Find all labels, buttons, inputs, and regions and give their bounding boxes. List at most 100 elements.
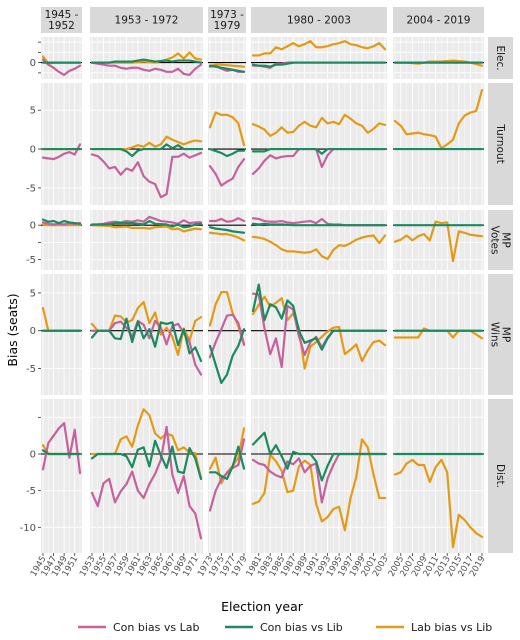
- panel: [41, 210, 82, 270]
- series-line-con-bias-vs-lab: [208, 438, 246, 512]
- row-strip-label: Dist.: [494, 464, 506, 488]
- panel: [41, 83, 82, 205]
- series-line-lab-bias-vs-lib: [251, 234, 387, 261]
- series-line-lab-bias-vs-lib: [90, 135, 203, 151]
- panel: [208, 274, 246, 395]
- column-strip-label: 1980 - 2003: [287, 15, 351, 27]
- series-line-con-bias-vs-lib: [251, 431, 387, 482]
- panel-bg: [41, 37, 82, 79]
- series-line-con-bias-vs-lib: [41, 218, 82, 225]
- y-tick-label: 0: [30, 450, 36, 461]
- series-line-con-bias-vs-lib: [251, 283, 387, 351]
- panel: [90, 399, 203, 553]
- panel: [41, 37, 82, 79]
- column-strip-bg: [41, 7, 82, 33]
- column-strip-bg: [251, 7, 387, 33]
- panel: [251, 399, 387, 553]
- panel: [90, 274, 203, 395]
- panel: [393, 37, 484, 79]
- y-axis-title: Bias (seats): [5, 293, 20, 366]
- column-strip-label: 1952: [48, 20, 75, 32]
- series-line-con-bias-vs-lab: [208, 158, 246, 187]
- series-line-con-bias-vs-lib: [208, 64, 246, 73]
- row-strip-label: MP: [499, 327, 511, 342]
- series-line-con-bias-vs-lib: [90, 143, 203, 158]
- panel-bg: [41, 399, 82, 553]
- series-line-con-bias-vs-lab: [41, 422, 82, 475]
- panel-bg: [41, 83, 82, 205]
- column-strip-label: 1979: [214, 20, 241, 32]
- series-line-con-bias-vs-lib: [90, 58, 203, 64]
- series-line-con-bias-vs-lib: [208, 445, 246, 481]
- panel: [208, 37, 246, 79]
- column-strip-bg: [90, 7, 203, 33]
- series-line-con-bias-vs-lab: [251, 147, 387, 176]
- column-strips: 1945 -1952 1953 - 1972 1973 -1979 1980 - 20…: [41, 7, 484, 33]
- row-strip-label-group: Dist.: [494, 464, 506, 488]
- row-strip-label-group: Turnout: [494, 123, 506, 163]
- x-axis-ticks: 1945194719491951195319551957195919611963…: [29, 553, 488, 578]
- y-tick-label: 0: [30, 326, 36, 337]
- series-line-lab-bias-vs-lib: [251, 438, 387, 532]
- series-line-lab-bias-vs-lib: [393, 220, 484, 263]
- row-strip-label: Elec.: [494, 45, 506, 70]
- row-strip-bg: [488, 83, 513, 205]
- series-line-con-bias-vs-lib: [90, 439, 203, 481]
- column-strip-bg: [393, 7, 484, 33]
- row-strip-label-group: Elec.: [494, 45, 506, 70]
- panel: [251, 83, 387, 205]
- series-line-con-bias-vs-lib: [90, 317, 203, 363]
- legend-label: Con bias vs Lab: [113, 621, 199, 634]
- panel: [393, 83, 484, 205]
- series-line-con-bias-vs-lib: [208, 328, 246, 384]
- series-line-con-bias-vs-lab: [90, 425, 203, 540]
- y-tick-label: 0: [30, 145, 36, 156]
- row-strip-bg: [488, 399, 513, 553]
- row-strip-label: Votes: [488, 226, 500, 255]
- y-tick-label: 0: [30, 221, 36, 232]
- series-line-con-bias-vs-lib: [208, 226, 246, 234]
- series-line-lab-bias-vs-lib: [208, 111, 246, 147]
- y-tick-label: 0: [30, 58, 36, 69]
- panel: [41, 399, 82, 553]
- series-line-lab-bias-vs-lib: [41, 223, 82, 227]
- row-strip-label: Turnout: [494, 123, 506, 163]
- panel-bg: [41, 210, 82, 270]
- panel-bg: [393, 37, 484, 79]
- panel-bg: [251, 83, 387, 205]
- panel-bg: [41, 274, 82, 395]
- legend-label: Con bias vs Lib: [260, 621, 343, 634]
- series-line-con-bias-vs-lib: [251, 222, 387, 227]
- series-line-lab-bias-vs-lib: [251, 113, 387, 137]
- series-line-lab-bias-vs-lib: [90, 408, 203, 480]
- series-line-con-bias-vs-lab: [41, 143, 82, 161]
- panel: [90, 83, 203, 205]
- panel-bg: [251, 274, 387, 395]
- legend: Con bias vs Lab Con bias vs Lib Lab bias v…: [78, 621, 492, 634]
- series-line-lab-bias-vs-lib: [251, 39, 387, 57]
- series-line-con-bias-vs-lab: [208, 217, 246, 223]
- panel: [208, 399, 246, 553]
- panels: [41, 37, 484, 553]
- legend-item: Lab bias vs Lib: [376, 621, 492, 634]
- panel: [251, 274, 387, 395]
- series-line-con-bias-vs-lib: [90, 219, 203, 229]
- series-line-lab-bias-vs-lib: [90, 224, 203, 233]
- series-line-lab-bias-vs-lib: [90, 51, 203, 64]
- series-line-lab-bias-vs-lib: [208, 231, 246, 242]
- row-strip-label: MP: [499, 232, 511, 247]
- y-tick-label: -5: [26, 183, 36, 194]
- row-strip-bg: [488, 210, 513, 270]
- panel: [251, 37, 387, 79]
- x-axis-title: Election year: [221, 599, 304, 614]
- panel-bg: [251, 37, 387, 79]
- y-tick-label: -5: [26, 255, 36, 266]
- series-line-con-bias-vs-lib: [208, 147, 246, 158]
- series-line-con-bias-vs-lab: [90, 151, 203, 199]
- column-strip-bg: [208, 7, 246, 33]
- series-line-lab-bias-vs-lib: [251, 295, 387, 370]
- series-line-con-bias-vs-lab: [251, 452, 387, 504]
